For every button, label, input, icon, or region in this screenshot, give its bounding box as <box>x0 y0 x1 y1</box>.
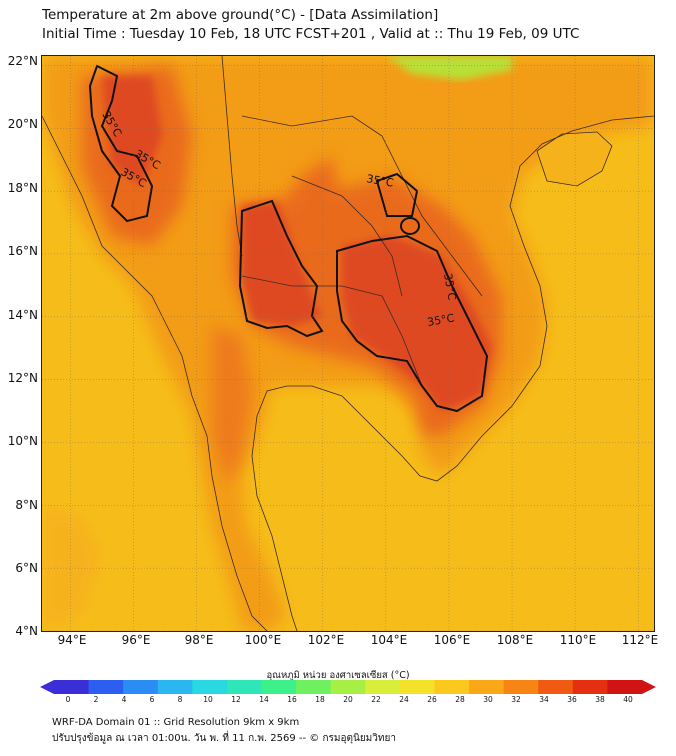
colorbar-tick-label: 0 <box>65 695 71 704</box>
colorbar-cell <box>469 680 505 694</box>
map-title: Temperature at 2m above ground(°C) - [Da… <box>42 7 439 23</box>
country-borders <box>42 56 654 631</box>
colorbar-tick-label: 32 <box>511 695 521 704</box>
colorbar-tick-label: 10 <box>203 695 213 704</box>
contour-label: 35°C <box>365 172 394 190</box>
colorbar-cell <box>296 680 332 694</box>
lat-tick-label: 8°N <box>15 498 38 512</box>
colorbar-max-arrow <box>642 680 656 694</box>
colorbar-tick-label: 4 <box>121 695 127 704</box>
footer-model-info: WRF-DA Domain 01 :: Grid Resolution 9km … <box>52 717 300 728</box>
colorbar-cell <box>157 680 193 694</box>
lat-tick-label: 14°N <box>7 308 38 322</box>
contour-35c <box>88 64 489 413</box>
colorbar-tick-label: 28 <box>455 695 465 704</box>
colorbar <box>40 680 656 694</box>
colorbar-cell <box>572 680 608 694</box>
lon-tick-label: 104°E <box>370 633 408 647</box>
colorbar-tick-label: 6 <box>149 695 155 704</box>
colorbar-cell <box>261 680 297 694</box>
colorbar-tick-label: 38 <box>595 695 605 704</box>
footer-update-info: ปรับปรุงข้อมูล ณ เวลา 01:00น. วัน พ. ที่… <box>52 733 396 744</box>
colorbar-tick-label: 8 <box>177 695 183 704</box>
lat-tick-label: 4°N <box>15 624 38 638</box>
colorbar-tick-label: 26 <box>427 695 437 704</box>
colorbar-cell <box>330 680 366 694</box>
colorbar-tick-label: 22 <box>371 695 381 704</box>
lon-tick-label: 94°E <box>57 633 87 647</box>
colorbar-cell <box>192 680 228 694</box>
lat-tick-label: 12°N <box>7 371 38 385</box>
colorbar-cell <box>365 680 401 694</box>
hottest-zone-field <box>102 76 492 411</box>
contour-label: 35°C <box>441 272 459 301</box>
colorbar-tick-label: 36 <box>567 695 577 704</box>
colorbar-cell <box>88 680 124 694</box>
colorbar-tick-label: 16 <box>287 695 297 704</box>
lat-tick-label: 18°N <box>7 181 38 195</box>
colorbar-cell <box>607 680 643 694</box>
lon-tick-label: 106°E <box>433 633 471 647</box>
map-subtitle: Initial Time : Tuesday 10 Feb, 18 UTC FC… <box>42 26 580 42</box>
gridlines <box>42 56 654 631</box>
lon-tick-label: 112°E <box>621 633 659 647</box>
colorbar-tick-label: 18 <box>315 695 325 704</box>
colorbar-cell <box>226 680 263 694</box>
colorbar-cell <box>123 680 159 694</box>
lon-tick-label: 98°E <box>184 633 214 647</box>
colorbar-cell <box>503 680 539 694</box>
colorbar-tick-label: 12 <box>231 695 241 704</box>
colorbar-tick-label: 14 <box>259 695 269 704</box>
lat-tick-label: 6°N <box>15 561 38 575</box>
contour-label: 35°C <box>426 311 455 329</box>
colorbar-title: อุณหภูมิ หน่วย องศาเซลเซียส (°C) <box>266 670 410 681</box>
colorbar-tick-label: 34 <box>539 695 549 704</box>
colorbar-min-arrow <box>40 680 54 694</box>
lon-tick-label: 110°E <box>559 633 597 647</box>
lon-tick-label: 108°E <box>496 633 534 647</box>
colorbar-cell <box>399 680 435 694</box>
colorbar-cell <box>434 680 470 694</box>
lon-tick-label: 100°E <box>244 633 282 647</box>
lat-tick-label: 20°N <box>7 117 38 131</box>
colorbar-cell <box>538 680 574 694</box>
lat-tick-label: 16°N <box>7 244 38 258</box>
lon-tick-label: 102°E <box>307 633 345 647</box>
lat-tick-label: 22°N <box>7 54 38 68</box>
colorbar-tick-label: 20 <box>343 695 353 704</box>
lon-tick-label: 96°E <box>121 633 151 647</box>
hainan-island-outline <box>536 131 613 187</box>
colorbar-tick-label: 40 <box>623 695 633 704</box>
colorbar-tick-label: 24 <box>399 695 409 704</box>
map-panel[interactable]: 35°C 35°C 35°C 35°C 35°C 35°C <box>41 55 655 632</box>
lat-tick-label: 10°N <box>7 434 38 448</box>
colorbar-tick-label: 30 <box>483 695 493 704</box>
cool-zone-field <box>387 56 512 80</box>
colorbar-tick-label: 2 <box>93 695 99 704</box>
colorbar-cell <box>54 680 90 694</box>
